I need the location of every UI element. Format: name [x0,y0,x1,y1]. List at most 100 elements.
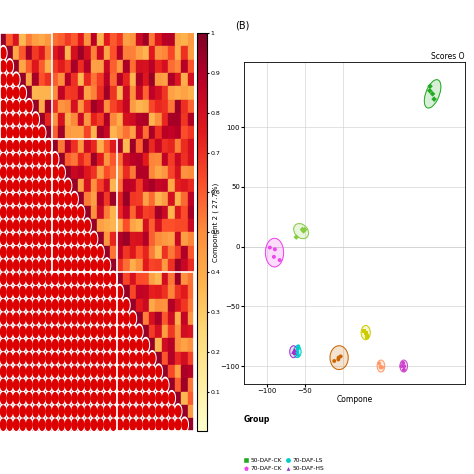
Bar [117,392,123,405]
Bar [7,325,13,338]
Circle shape [0,377,7,392]
Point [294,343,302,350]
Circle shape [65,313,71,324]
Bar [149,325,155,338]
Bar [182,100,188,113]
Circle shape [59,273,64,284]
Bar [26,33,32,46]
Bar [155,325,162,338]
Circle shape [27,366,32,377]
Bar [19,285,26,299]
Bar [26,418,32,431]
Circle shape [71,337,78,353]
Circle shape [148,417,156,432]
Circle shape [169,406,174,417]
Circle shape [26,245,33,260]
Circle shape [12,191,20,207]
Circle shape [51,271,59,286]
Circle shape [19,391,27,406]
Bar [188,259,194,272]
Bar [0,206,7,219]
Bar [149,392,155,405]
Bar [97,405,104,418]
Circle shape [104,379,109,391]
Circle shape [72,419,77,430]
Bar [175,219,182,232]
Bar [71,338,78,352]
Bar [188,338,194,352]
Circle shape [129,364,137,379]
Circle shape [39,326,45,337]
Bar [39,219,46,232]
Circle shape [71,205,78,220]
Circle shape [65,286,71,298]
Bar [78,113,84,126]
Bar [0,126,7,139]
Circle shape [65,246,71,258]
Circle shape [0,85,7,100]
Circle shape [39,313,45,324]
Circle shape [39,233,45,245]
Bar [117,338,123,352]
Bar [143,405,149,418]
Circle shape [59,300,64,311]
Bar [26,86,32,100]
Bar [39,113,46,126]
Bar [32,285,39,299]
Bar [26,378,32,392]
Bar [175,299,182,312]
Bar [123,33,129,46]
Circle shape [163,419,168,430]
Circle shape [33,220,38,231]
Bar [188,312,194,325]
Circle shape [38,284,46,300]
Point [289,348,297,356]
Circle shape [156,406,162,417]
Circle shape [32,231,39,246]
Circle shape [45,191,52,207]
Bar [104,60,110,73]
Point [364,334,371,341]
Circle shape [143,353,148,364]
Bar [149,60,155,73]
Bar [155,272,162,285]
Bar [188,100,194,113]
Circle shape [58,231,65,246]
Circle shape [26,351,33,366]
Bar [39,246,46,259]
Circle shape [124,366,129,377]
Circle shape [0,379,6,391]
Circle shape [45,152,52,167]
Point [426,87,434,94]
Bar [78,392,84,405]
Circle shape [90,391,98,406]
Circle shape [156,379,162,391]
Circle shape [0,220,6,231]
Circle shape [58,364,65,379]
Bar [52,166,58,179]
Circle shape [0,231,7,246]
Bar [26,232,32,246]
Bar [136,126,143,139]
Circle shape [71,351,78,366]
Circle shape [6,284,13,300]
Bar [168,192,175,206]
Circle shape [64,404,72,419]
Circle shape [19,191,27,207]
Circle shape [103,271,110,286]
Circle shape [59,339,64,351]
Circle shape [85,339,90,351]
Circle shape [0,74,6,85]
Bar [0,246,7,259]
Bar [39,365,46,378]
Circle shape [72,220,77,231]
Circle shape [130,406,136,417]
Bar [7,86,13,100]
Circle shape [142,404,149,419]
Bar [71,33,78,46]
Bar [32,113,39,126]
Circle shape [85,353,90,364]
Circle shape [27,127,32,138]
Bar [91,352,97,365]
Bar [123,325,129,338]
